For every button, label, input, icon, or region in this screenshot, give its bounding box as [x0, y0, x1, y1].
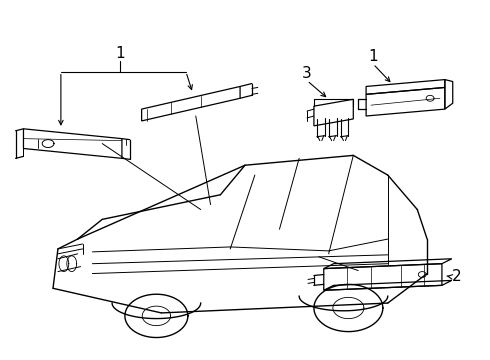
Text: 1: 1	[368, 49, 378, 64]
Text: 3: 3	[302, 66, 312, 81]
Text: 1: 1	[115, 46, 125, 62]
Text: 2: 2	[452, 269, 462, 284]
